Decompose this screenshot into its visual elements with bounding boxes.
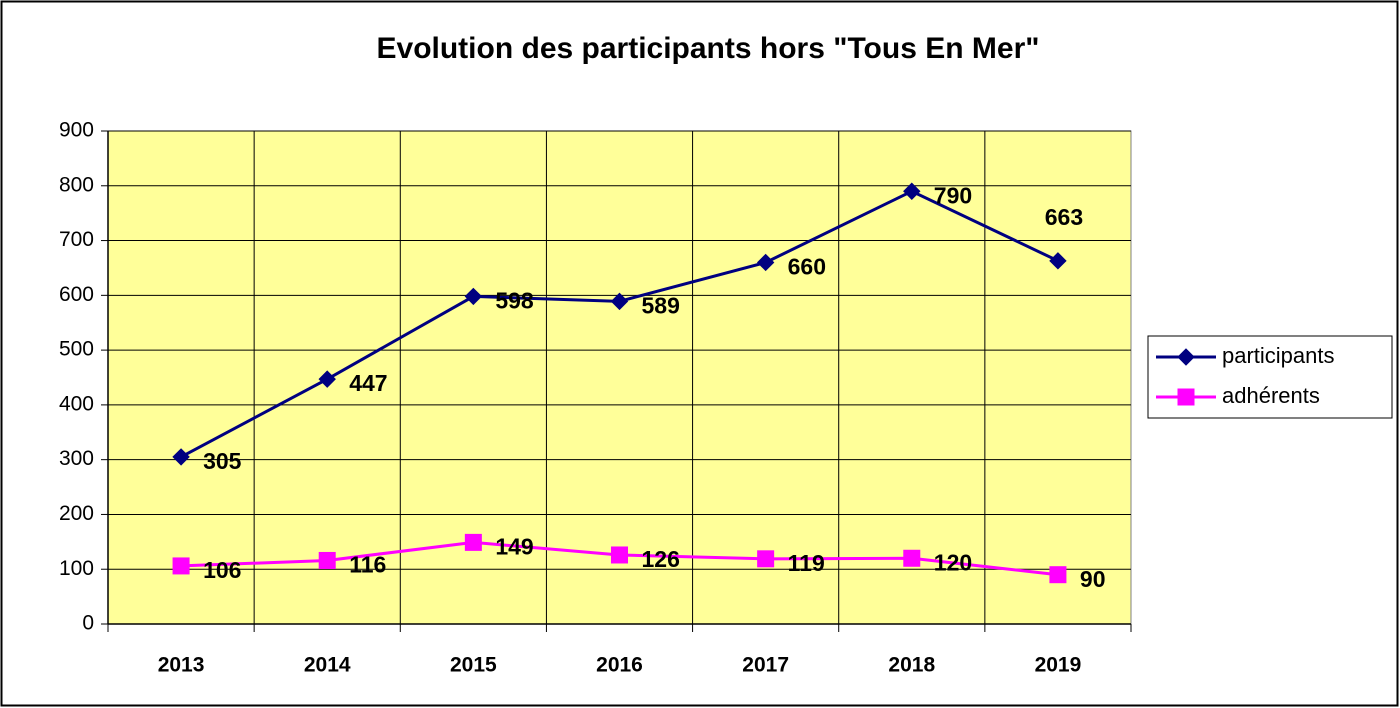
x-tick-label: 2019 <box>1035 654 1082 677</box>
x-tick-label: 2017 <box>742 654 789 677</box>
y-tick-label: 400 <box>59 392 94 415</box>
data-label: 663 <box>1045 204 1083 230</box>
data-point <box>610 292 629 311</box>
data-label: 120 <box>934 549 972 575</box>
data-label: 90 <box>1080 566 1106 592</box>
y-tick-label: 700 <box>59 228 94 251</box>
data-label: 589 <box>642 292 680 318</box>
legend-marker <box>1177 348 1195 366</box>
y-tick-label: 200 <box>59 502 94 525</box>
data-label: 116 <box>349 552 386 578</box>
y-tick-label: 100 <box>59 557 94 580</box>
data-point <box>903 182 921 200</box>
legend-label: participants <box>1222 343 1335 368</box>
data-label: 305 <box>203 448 242 474</box>
data-label: 660 <box>788 254 826 280</box>
data-label: 119 <box>788 550 825 576</box>
y-tick-label: 300 <box>59 447 94 470</box>
data-label: 447 <box>349 370 387 396</box>
x-tick-label: 2016 <box>596 654 643 677</box>
y-tick-label: 900 <box>59 119 94 142</box>
y-tick-label: 500 <box>59 338 94 361</box>
data-label: 149 <box>495 533 533 559</box>
data-point <box>757 550 775 568</box>
y-tick-label: 800 <box>59 173 94 196</box>
data-point <box>318 370 336 388</box>
data-label: 790 <box>934 182 972 208</box>
data-point <box>172 557 190 575</box>
data-label: 598 <box>495 288 534 314</box>
data-point <box>1049 252 1067 270</box>
y-tick-label: 0 <box>82 612 94 635</box>
data-point <box>611 546 628 564</box>
data-point <box>172 448 190 466</box>
data-point <box>464 533 482 551</box>
x-tick-label: 2014 <box>304 654 351 677</box>
data-point <box>318 551 336 569</box>
data-point <box>903 549 921 567</box>
legend-marker <box>1177 388 1195 406</box>
x-tick-label: 2015 <box>450 654 497 677</box>
x-tick-label: 2018 <box>888 654 935 677</box>
data-label: 126 <box>642 546 680 572</box>
data-point <box>464 287 483 306</box>
data-label: 106 <box>203 557 241 583</box>
data-point <box>756 253 775 272</box>
chart-title: Evolution des participants hors "Tous En… <box>377 32 1040 65</box>
x-tick-label: 2013 <box>158 654 205 677</box>
legend-label: adhérents <box>1222 383 1320 408</box>
y-tick-label: 600 <box>59 283 94 306</box>
data-point <box>1049 566 1067 584</box>
